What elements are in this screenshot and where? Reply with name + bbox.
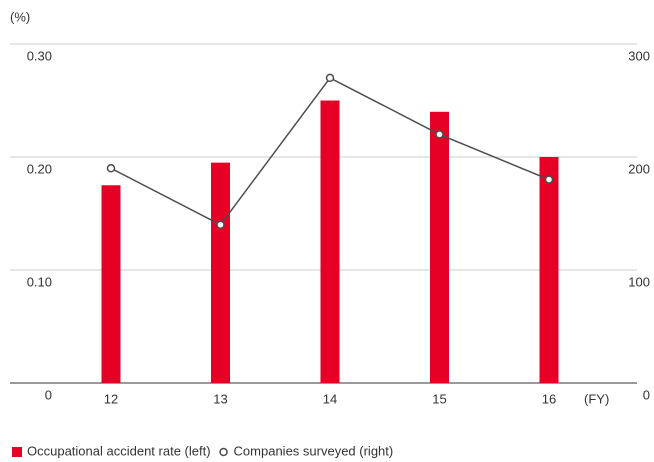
line-marker <box>106 164 116 173</box>
line-marker <box>544 175 554 184</box>
line-marker <box>325 73 335 83</box>
x-tick-label: 16 <box>542 391 556 406</box>
bar <box>101 185 121 383</box>
bar <box>211 162 230 383</box>
y-axis-label: (%) <box>10 9 30 24</box>
line-marker <box>435 130 444 139</box>
legend-label: Companies surveyed (right) <box>234 443 394 458</box>
y2-tick-label: 300 <box>628 48 650 63</box>
bar <box>539 157 559 383</box>
x-axis-label: (FY) <box>584 391 609 406</box>
y2-tick-label: 0 <box>643 387 650 402</box>
legend-swatch <box>219 447 228 457</box>
legend-swatch <box>12 447 22 457</box>
x-tick-label: 13 <box>213 391 227 406</box>
bar <box>320 100 340 383</box>
y-tick-label: 0.30 <box>27 48 52 63</box>
y-tick-label: 0 <box>45 387 52 402</box>
y-tick-label: 0.20 <box>27 161 52 176</box>
line-marker <box>216 220 225 230</box>
bar <box>430 111 449 384</box>
y-tick-label: 0.10 <box>27 274 52 289</box>
y2-tick-label: 200 <box>628 161 650 176</box>
y2-tick-label: 100 <box>628 274 650 289</box>
x-tick-label: 15 <box>432 391 446 406</box>
x-tick-label: 14 <box>323 391 337 406</box>
legend-label: Occupational accident rate (left) <box>27 443 211 458</box>
x-tick-label: 12 <box>104 391 118 406</box>
